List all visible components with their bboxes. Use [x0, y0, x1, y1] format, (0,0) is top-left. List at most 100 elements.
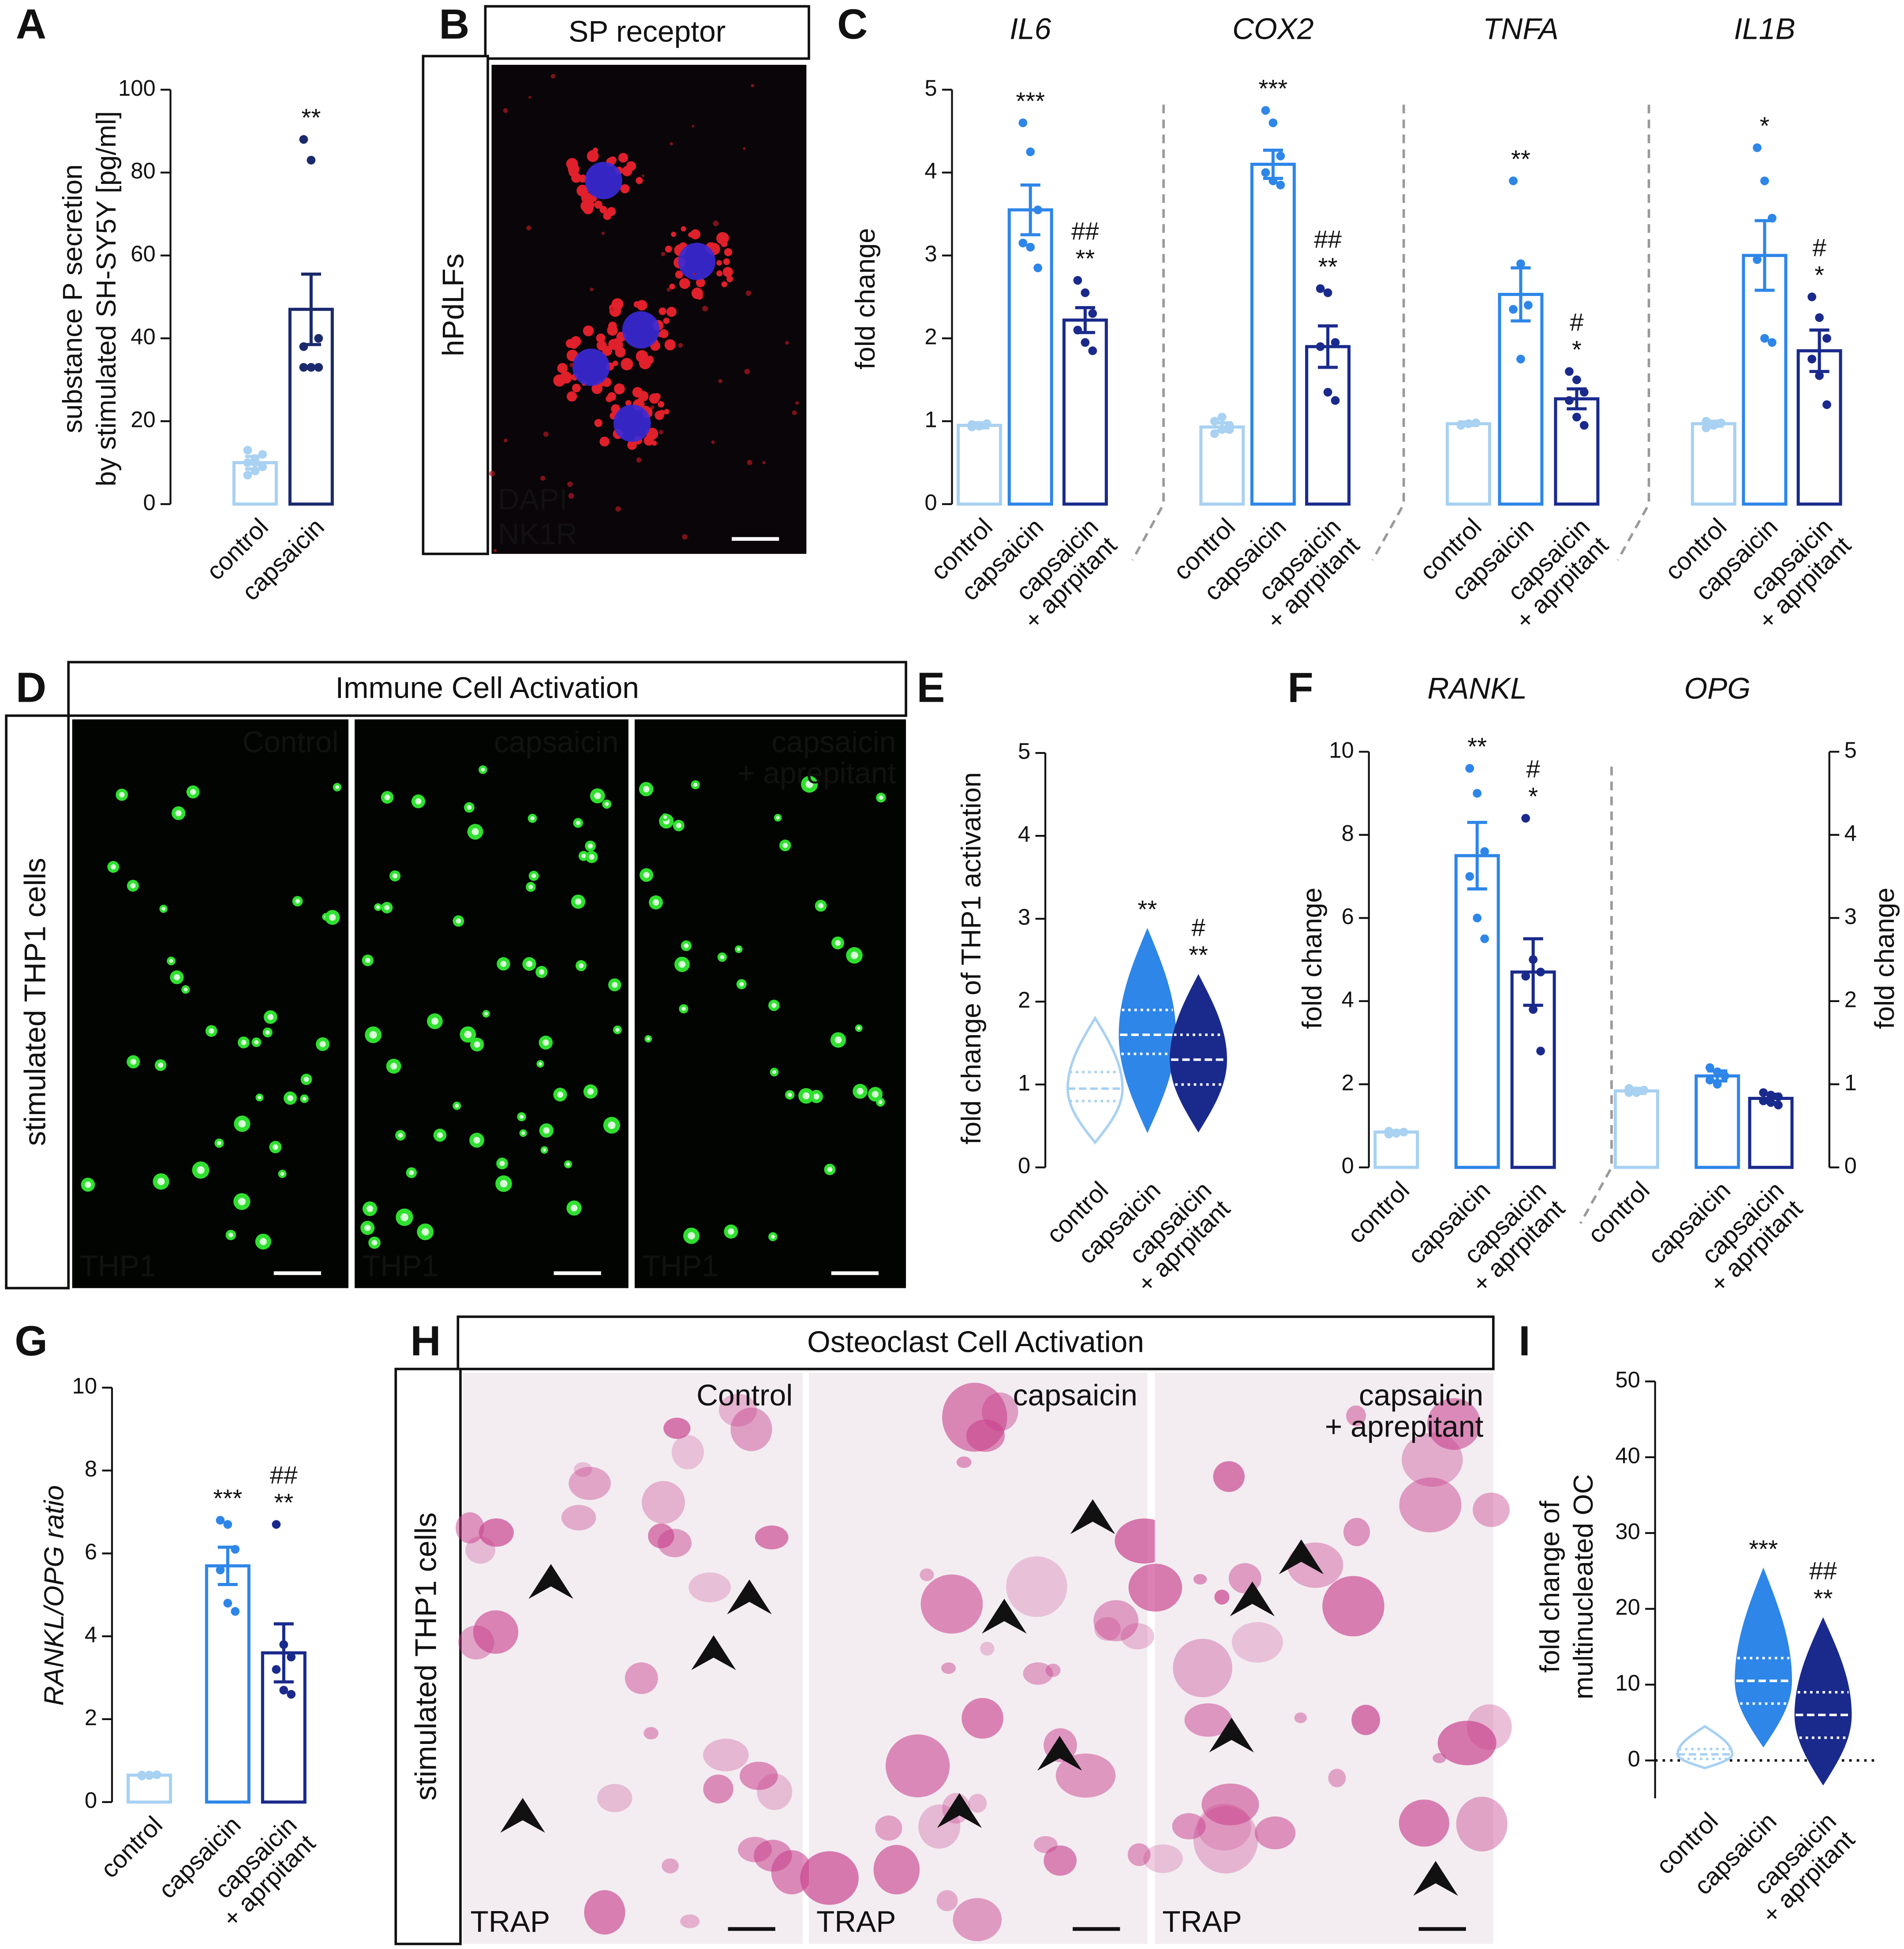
- data-point: [1073, 276, 1082, 285]
- y-tick-label: 50: [1615, 1367, 1640, 1392]
- data-point: [299, 363, 308, 372]
- y-tick-label: 20: [1615, 1594, 1640, 1620]
- data-point: [1473, 789, 1482, 798]
- cell: [1128, 1564, 1182, 1612]
- data-point: [1261, 168, 1270, 177]
- cell-core: [850, 951, 858, 959]
- bar: [1691, 422, 1736, 506]
- y-tick-label: 8: [85, 1456, 97, 1481]
- cell: [1294, 1712, 1307, 1723]
- significance-label: **: [1318, 253, 1338, 281]
- receptor-spot: [675, 270, 683, 279]
- cell-core: [302, 1096, 307, 1101]
- frame-label: Control: [696, 1379, 793, 1412]
- cell-core: [173, 974, 180, 980]
- arrowhead: [500, 1798, 545, 1833]
- significance-label: ##: [1071, 217, 1099, 245]
- cell: [643, 1727, 658, 1740]
- cell: [873, 1844, 920, 1895]
- data-point: [982, 419, 991, 428]
- significance-label: ##: [1809, 1557, 1837, 1585]
- data-point: [1081, 338, 1090, 347]
- data-point: [1516, 355, 1525, 363]
- arrowhead: [1230, 1581, 1275, 1616]
- cell-core: [570, 1205, 578, 1212]
- cell: [569, 1466, 611, 1500]
- cell: [953, 1898, 1002, 1942]
- group-title: IL6: [1010, 13, 1051, 46]
- cell-core: [500, 961, 507, 967]
- cell: [718, 1394, 757, 1427]
- cell-core: [878, 1100, 883, 1104]
- cell-core: [273, 1144, 278, 1150]
- y-tick-label: 2: [1342, 1070, 1354, 1095]
- stain-label: TRAP: [1162, 1905, 1242, 1938]
- data-point: [1760, 334, 1769, 343]
- significance-label: *: [1572, 336, 1582, 363]
- cell-core: [771, 1234, 775, 1239]
- significance-label: **: [1138, 895, 1157, 923]
- cell-core: [390, 1062, 397, 1070]
- receptor-spot: [639, 357, 651, 370]
- background-spot: [795, 401, 799, 405]
- data-point: [1217, 425, 1227, 434]
- cell-core: [238, 1120, 246, 1128]
- cell-core: [678, 961, 686, 968]
- error-bar: [273, 1622, 294, 1683]
- cell-core: [663, 815, 667, 819]
- stain-label: TRAP: [816, 1905, 896, 1938]
- micrograph: [1155, 1373, 1493, 1944]
- significance-label: **: [274, 1489, 293, 1516]
- cell-core: [254, 1040, 259, 1045]
- group-title: TNFA: [1483, 13, 1559, 46]
- data-point: [223, 1598, 232, 1608]
- cell: [1094, 1617, 1121, 1641]
- bar: [1695, 1074, 1740, 1169]
- cell: [1201, 1783, 1259, 1826]
- y-tick-label: 1: [1844, 1070, 1857, 1095]
- data-point: [1026, 147, 1035, 157]
- cell-core: [805, 780, 813, 788]
- receptor-spot: [658, 307, 666, 315]
- cell: [1172, 1813, 1206, 1840]
- y-tick-label: 4: [85, 1622, 97, 1647]
- data-point: [287, 1690, 296, 1699]
- y-tick-label: 6: [85, 1539, 97, 1564]
- data-point: [152, 1770, 161, 1779]
- frame-label: capsaicin: [494, 726, 618, 759]
- receptor-spot: [608, 322, 617, 331]
- y-tick-label: 60: [131, 241, 155, 266]
- y-tick-label: 40: [1615, 1443, 1640, 1468]
- data-point: [251, 458, 260, 467]
- receptor-spot: [665, 245, 672, 253]
- significance-label: #: [1191, 913, 1205, 941]
- cell: [703, 1739, 749, 1772]
- background-spot: [489, 471, 495, 477]
- data-point: [1033, 263, 1043, 273]
- cell-core: [217, 1141, 221, 1145]
- cell: [1473, 1493, 1510, 1527]
- cell-core: [415, 798, 422, 804]
- receptor-spot: [622, 166, 632, 176]
- receptor-spot: [554, 374, 563, 384]
- cell-core: [520, 1115, 524, 1119]
- background-spot: [543, 431, 549, 437]
- y-tick-label: 100: [118, 75, 156, 101]
- receptor-spot: [691, 287, 703, 299]
- cell: [875, 1815, 902, 1841]
- data-point: [1529, 955, 1538, 964]
- background-spot: [682, 534, 688, 540]
- cell-core: [813, 1093, 819, 1100]
- y-axis-label: RANKL/OPG ratio: [39, 1485, 69, 1706]
- data-point: [258, 450, 267, 459]
- data-point: [287, 1653, 296, 1661]
- cell-core: [612, 982, 618, 988]
- cell: [1127, 1843, 1151, 1866]
- cell-core: [521, 1131, 525, 1135]
- receptor-spot: [596, 340, 607, 351]
- receptor-spot: [612, 360, 618, 367]
- data-point: [1579, 388, 1589, 397]
- cell-core: [787, 1092, 792, 1097]
- data-point: [1536, 968, 1545, 976]
- background-spot: [751, 84, 754, 87]
